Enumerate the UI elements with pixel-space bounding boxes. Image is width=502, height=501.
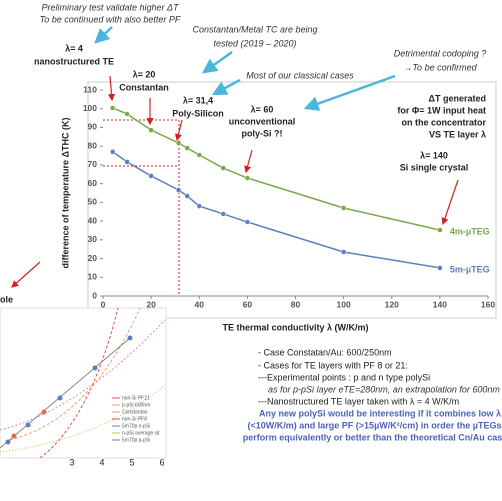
point bbox=[184, 145, 190, 151]
point bbox=[109, 105, 116, 111]
note: Most of our classical cases bbox=[246, 70, 354, 80]
point bbox=[124, 111, 130, 117]
inset-tick: 6 bbox=[159, 457, 164, 467]
point bbox=[437, 265, 443, 271]
inset-legend: 5m70p p-pSi bbox=[122, 437, 150, 443]
inset-legend: p-pSi 600nm bbox=[122, 402, 150, 408]
chart-frame bbox=[87, 81, 497, 319]
inset-tick: 4 bbox=[99, 457, 104, 467]
y-tick-label: 100 bbox=[83, 103, 97, 113]
y-tick-label: 90 bbox=[88, 122, 98, 132]
annotation: λ= 31,4 bbox=[183, 95, 213, 105]
x-tick-label: 160 bbox=[481, 299, 495, 309]
series-label: 4m-µTEG bbox=[450, 226, 490, 236]
inset-chart bbox=[0, 307, 167, 459]
y-tick-label: 110 bbox=[83, 84, 97, 94]
series-line bbox=[112, 151, 440, 269]
arrows bbox=[11, 26, 459, 296]
y-tick-label: 0 bbox=[92, 290, 97, 300]
note: To be continued with also better PF bbox=[40, 14, 181, 24]
note-line: ---Experimental points : p and n type po… bbox=[258, 372, 430, 382]
y-tick-label: 40 bbox=[88, 215, 98, 225]
point bbox=[196, 203, 202, 209]
annotation: VS TE layer λ bbox=[429, 129, 486, 139]
y-axis-label: difference of temperature ΔTHC (K) bbox=[60, 118, 70, 269]
series-label: 5m-µTEG bbox=[450, 264, 490, 274]
point bbox=[184, 193, 190, 199]
point bbox=[220, 165, 227, 171]
point bbox=[175, 140, 182, 146]
y-tick-label: 10 bbox=[88, 272, 98, 282]
highlight: Any new polySi would be interesting if i… bbox=[259, 408, 501, 418]
point bbox=[437, 227, 443, 233]
note-line: - Cases for TE layers with PF 8 or 21: bbox=[258, 360, 408, 370]
x-tick-label: 20 bbox=[146, 299, 156, 309]
annotation: Poly-Silicon bbox=[172, 108, 224, 118]
annotation: nanostructured TE bbox=[34, 56, 114, 66]
point bbox=[340, 249, 347, 255]
y-tick-label: 60 bbox=[88, 178, 98, 188]
point bbox=[109, 149, 116, 155]
x-tick-label: 40 bbox=[195, 299, 205, 309]
highlight: (<10W/K/m) and large PF (>15µW/K²/cm) in… bbox=[248, 420, 502, 430]
note: Constantan/Metal TC are being bbox=[192, 24, 317, 34]
x-tick-label: 140 bbox=[433, 299, 447, 309]
point bbox=[148, 127, 154, 133]
point bbox=[175, 187, 182, 193]
note-line: - Case Constatan/Au: 600/250nm bbox=[258, 347, 392, 357]
y-tick-label: 80 bbox=[88, 140, 98, 150]
x-tick-label: 100 bbox=[337, 299, 351, 309]
point bbox=[220, 211, 227, 217]
note: tested (2019 – 2020) bbox=[213, 38, 296, 48]
point bbox=[196, 152, 202, 158]
inset-legend: 5m70p n-pSi bbox=[122, 423, 150, 429]
note-line: ---Nanostructured TE layer taken with λ … bbox=[258, 396, 459, 406]
annotation: poly-Si ?! bbox=[242, 128, 283, 138]
note: Detrimental codoping ? bbox=[394, 48, 487, 58]
point bbox=[244, 219, 251, 225]
x-tick-label: 0 bbox=[101, 299, 106, 309]
series-line bbox=[112, 107, 441, 231]
point bbox=[148, 173, 154, 179]
note-line: as for p-pSi layer eTE=280nm, an extrapo… bbox=[268, 384, 502, 394]
point bbox=[340, 205, 347, 211]
annotation: for Φ= 1W input heat bbox=[397, 105, 486, 115]
inset-legend: non-Si PF8 bbox=[122, 416, 147, 422]
highlight: perform equivalently or better than the … bbox=[243, 432, 502, 442]
annotation: ΔT generated bbox=[429, 93, 486, 103]
annotation: Constantan bbox=[119, 82, 169, 92]
annotation: unconventional bbox=[229, 116, 296, 126]
note: Preliminary test validate higher ΔT bbox=[41, 2, 180, 12]
annotation: Si single crystal bbox=[400, 162, 469, 172]
y-tick-label: 50 bbox=[88, 197, 98, 207]
x-axis-label: TE thermal conductivity λ (W/K/m) bbox=[222, 322, 368, 332]
y-tick-label: 30 bbox=[88, 234, 98, 244]
inset-legend: Constantan bbox=[122, 409, 148, 415]
annotation: λ= 20 bbox=[133, 69, 156, 79]
inset-tick: 3 bbox=[69, 457, 74, 467]
annotation: λ= 4 bbox=[65, 43, 83, 53]
inset-tick: 5 bbox=[129, 457, 134, 467]
annotation: λ= 60 bbox=[251, 104, 274, 114]
annotation: λ= 140 bbox=[420, 150, 448, 160]
note: →To be confirmed bbox=[403, 62, 477, 72]
inset-legend: non-Si PF21 bbox=[122, 395, 150, 401]
annotation: on the concentrator bbox=[401, 117, 486, 127]
point bbox=[244, 175, 251, 181]
x-tick-label: 120 bbox=[385, 299, 399, 309]
point bbox=[124, 159, 130, 165]
x-tick-label: 60 bbox=[243, 299, 253, 309]
y-tick-label: 20 bbox=[88, 253, 98, 263]
y-tick-label: 70 bbox=[88, 159, 98, 169]
cut-label: ole bbox=[0, 294, 13, 304]
x-tick-label: 80 bbox=[291, 299, 301, 309]
inset-legend: n-pSi average sit bbox=[122, 430, 160, 436]
